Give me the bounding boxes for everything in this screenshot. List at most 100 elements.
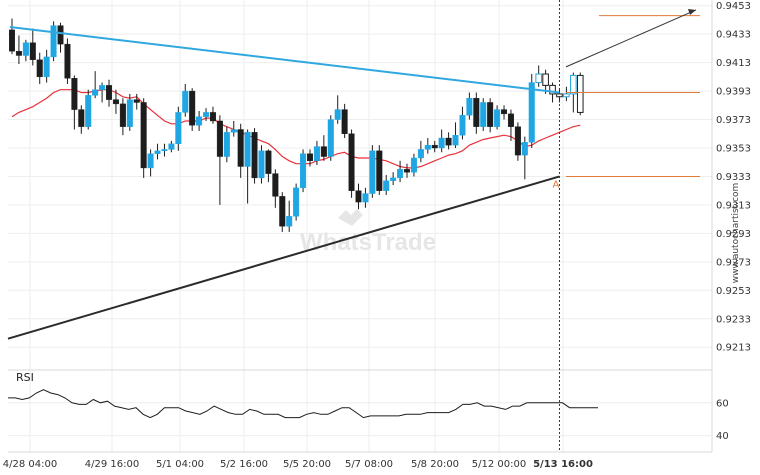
candle-body xyxy=(85,95,92,127)
candle-body xyxy=(71,78,78,110)
candle xyxy=(438,129,445,153)
candle xyxy=(64,38,71,84)
breakout-label: A xyxy=(552,179,559,190)
price-tick-label: 0.9293 xyxy=(716,229,751,240)
candle-body xyxy=(57,25,64,45)
time-tick-label: 5/12 00:00 xyxy=(472,459,526,470)
candle xyxy=(126,93,133,131)
candle-body xyxy=(237,129,244,167)
candle xyxy=(390,172,397,185)
candle-body xyxy=(521,142,528,156)
candle-body xyxy=(501,109,508,115)
candle xyxy=(480,98,487,131)
candle xyxy=(182,83,189,117)
resistance-trendline xyxy=(9,26,560,94)
candle-body xyxy=(445,137,452,146)
candle xyxy=(487,98,494,133)
candle xyxy=(209,106,216,124)
candles xyxy=(8,18,584,232)
candle-body xyxy=(168,143,175,150)
candle-body xyxy=(473,97,480,127)
candle xyxy=(355,183,362,210)
candle-body xyxy=(92,89,99,96)
time-tick-label: 5/1 04:00 xyxy=(156,459,204,470)
candle xyxy=(251,128,258,184)
candle xyxy=(22,39,29,62)
candle xyxy=(501,105,508,120)
candle-body xyxy=(43,56,50,78)
candle-body xyxy=(390,177,397,181)
candle-body xyxy=(140,102,147,169)
candle-body xyxy=(480,102,487,127)
candle xyxy=(424,138,431,154)
candle xyxy=(57,22,64,53)
support-trendline xyxy=(7,175,560,340)
candle-body xyxy=(459,115,466,136)
price-tick-label: 0.9313 xyxy=(716,200,751,211)
candle xyxy=(147,149,154,177)
candle-body xyxy=(36,59,43,78)
candle-body xyxy=(466,97,473,116)
candle-body xyxy=(154,150,161,154)
candle-body xyxy=(542,73,549,86)
candle-body xyxy=(397,169,404,179)
candle xyxy=(119,98,126,136)
candle-body xyxy=(50,25,57,58)
price-tick-label: 0.9273 xyxy=(716,257,751,268)
candle-body xyxy=(410,157,417,173)
price-tick-label: 0.9333 xyxy=(716,172,751,183)
candle xyxy=(175,106,182,151)
candle-body xyxy=(223,132,230,157)
candle xyxy=(452,122,459,148)
ma-line xyxy=(11,89,581,169)
candle xyxy=(78,105,85,134)
candle xyxy=(341,103,348,139)
candle-body xyxy=(487,102,494,127)
candle xyxy=(507,109,514,141)
time-axis: 4/28 04:00 4/29 16:00 5/1 04:00 5/2 16:00 5/… xyxy=(3,459,593,470)
price-tick-label: 0.9253 xyxy=(716,286,751,297)
candle xyxy=(36,52,43,84)
candle xyxy=(15,35,22,65)
candle xyxy=(300,149,307,193)
candle xyxy=(528,74,535,148)
candle-body xyxy=(313,146,320,162)
candle xyxy=(320,135,327,161)
candle-body xyxy=(507,113,514,127)
time-tick-label: 4/28 04:00 xyxy=(3,459,57,470)
projection-arrow-head-icon xyxy=(688,8,696,15)
candle xyxy=(99,82,106,103)
candle-body xyxy=(106,85,113,100)
candle xyxy=(404,163,411,178)
candle-body xyxy=(452,134,459,146)
candle xyxy=(29,28,36,66)
candle-body xyxy=(286,216,293,227)
rsi-line xyxy=(8,389,598,419)
candle-body xyxy=(265,150,272,174)
candle-body xyxy=(362,193,369,203)
candle-body xyxy=(133,99,140,103)
candle-body xyxy=(494,109,501,127)
candle xyxy=(376,145,383,195)
candle xyxy=(133,93,140,110)
candle-body xyxy=(196,116,203,126)
candle xyxy=(154,143,161,160)
candle xyxy=(383,175,390,195)
candle-body xyxy=(570,74,577,95)
candle xyxy=(306,149,313,167)
candle-body xyxy=(417,149,424,159)
candle-body xyxy=(279,196,286,227)
candle xyxy=(431,140,438,153)
candle xyxy=(459,106,466,140)
candle-body xyxy=(244,132,251,167)
candle xyxy=(521,136,528,180)
rsi-panel: RSI 60 40 xyxy=(8,371,729,442)
price-tick-label: 0.9453 xyxy=(716,1,751,12)
candle xyxy=(466,92,473,120)
candle-body xyxy=(175,112,182,144)
candle xyxy=(279,192,286,232)
candle xyxy=(417,140,424,163)
candle xyxy=(514,122,521,161)
candle xyxy=(293,183,300,221)
